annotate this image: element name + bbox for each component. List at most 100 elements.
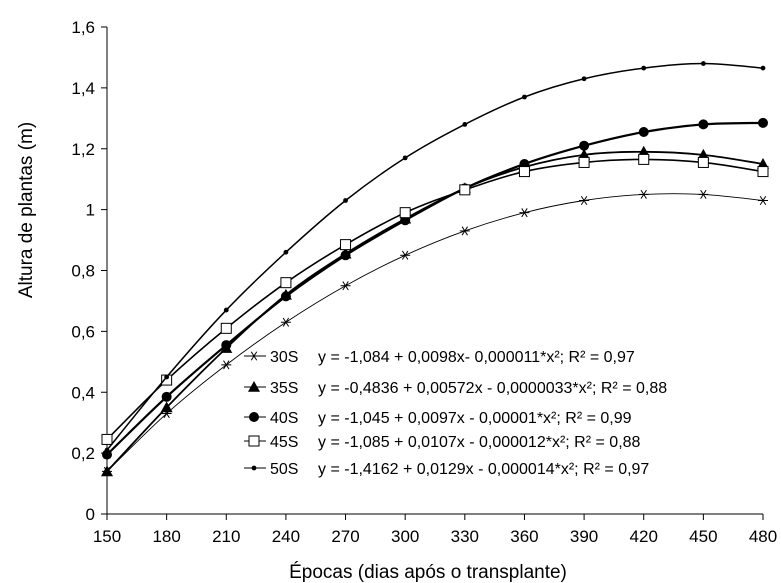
data-point	[101, 433, 113, 445]
legend: 30S y = -1,084 + 0,0098x- 0,000011*x²; R²…	[244, 349, 667, 478]
data-point	[160, 401, 173, 413]
data-point	[343, 198, 348, 203]
x-tick-label: 180	[152, 527, 180, 546]
legend-equation: y = -1,045 + 0,0097x - 0,00001*x²; R² = …	[318, 410, 632, 427]
data-point	[102, 449, 112, 460]
data-point	[101, 465, 113, 477]
x-tick-label: 420	[630, 527, 658, 546]
legend-label: 45S	[270, 434, 298, 451]
data-point	[522, 94, 527, 100]
data-point	[638, 127, 649, 138]
data-point	[280, 317, 291, 327]
series-30S	[102, 189, 768, 476]
data-point	[280, 291, 291, 302]
x-tick-label: 450	[689, 527, 717, 546]
data-point	[637, 145, 650, 157]
legend-equation: y = -1,4162 + 0,0129x - 0,000014*x²; R² …	[318, 461, 649, 478]
x-axis-title: Épocas (dias após o transplante)	[289, 562, 567, 583]
data-point	[340, 250, 351, 261]
data-point	[164, 374, 170, 380]
data-point	[700, 61, 706, 66]
data-point	[459, 226, 470, 236]
legend-label: 40S	[270, 410, 298, 427]
data-point	[757, 166, 769, 178]
legend-entry: 35S y = -0,4836 + 0,00572x - 0,0000033*x²…	[244, 380, 667, 397]
data-point	[578, 156, 590, 168]
legend-marker	[251, 465, 257, 471]
x-tick-label: 210	[212, 527, 240, 546]
data-point	[697, 148, 710, 160]
data-point	[220, 322, 232, 334]
data-point	[758, 117, 768, 128]
legend-marker	[249, 351, 259, 361]
data-point	[340, 281, 351, 291]
data-point	[400, 250, 411, 260]
legend-marker	[248, 435, 260, 447]
data-point	[698, 189, 709, 199]
x-tick-label: 270	[331, 527, 359, 546]
data-point	[638, 153, 650, 165]
y-tick-label: 0,6	[71, 322, 95, 341]
x-tick-label: 390	[570, 527, 598, 546]
data-point	[698, 119, 709, 130]
y-tick-label: 0,8	[71, 262, 95, 281]
x-tick-label: 150	[93, 527, 121, 546]
x-tick-label: 240	[272, 527, 300, 546]
y-tick-label: 1,6	[71, 18, 95, 37]
data-point	[641, 65, 647, 71]
series-line	[106, 121, 764, 456]
legend-equation: y = -0,4836 + 0,00572x - 0,0000033*x²; R…	[318, 380, 667, 397]
series-line	[106, 158, 764, 440]
legend-entry: 50S y = -1,4162 + 0,0129x - 0,000014*x²; …	[244, 461, 649, 478]
data-point	[221, 360, 232, 370]
data-point	[579, 195, 590, 206]
data-point	[104, 447, 110, 453]
data-point	[280, 277, 292, 289]
x-tick-label: 360	[510, 527, 538, 546]
data-point	[161, 391, 172, 402]
y-tick-label: 1,4	[71, 79, 95, 98]
series-40S	[102, 117, 768, 460]
data-point	[578, 148, 591, 160]
data-point	[399, 207, 411, 219]
data-point	[518, 166, 530, 178]
legend-marker	[249, 412, 259, 422]
legend-equation: y = -1,084 + 0,0098x- 0,000011*x²; R² = …	[318, 349, 635, 366]
legend-entry: 45S y = -1,085 + 0,0107x - 0,000012*x²; R…	[244, 434, 641, 451]
x-tick-label: 480	[749, 527, 777, 546]
data-point	[581, 76, 587, 82]
data-point	[221, 340, 232, 351]
series-layer	[101, 61, 769, 477]
legend-marker	[248, 381, 260, 392]
series-45S	[101, 153, 769, 445]
data-point	[223, 307, 229, 313]
data-point	[579, 140, 590, 151]
data-point	[519, 208, 530, 218]
data-point	[638, 189, 649, 199]
y-tick-label: 0	[86, 505, 95, 524]
data-point	[758, 195, 768, 206]
data-point	[283, 249, 289, 255]
data-point	[462, 122, 468, 127]
y-tick-label: 1,2	[71, 140, 95, 159]
legend-entry: 30S y = -1,084 + 0,0098x- 0,000011*x²; R²…	[244, 349, 635, 366]
legend-label: 50S	[270, 461, 298, 478]
x-tick-label: 300	[391, 527, 419, 546]
legend-label: 30S	[270, 349, 298, 366]
legend-entry: 40S y = -1,045 + 0,0097x - 0,00001*x²; R²…	[244, 410, 632, 427]
legend-label: 35S	[270, 380, 298, 397]
y-axis-title: Altura de plantas (m)	[16, 122, 37, 298]
legend-equation: y = -1,085 + 0,0107x - 0,000012*x²; R² =…	[318, 434, 641, 451]
data-point	[402, 155, 408, 161]
axes: 0 0,2 0,4 0,6 0,8 1 1,2 1,4 1,6 150 180 210 240 270 30…	[71, 18, 777, 546]
series-50S	[104, 61, 766, 453]
y-tick-label: 0,2	[71, 444, 95, 463]
data-point	[459, 184, 471, 196]
data-point	[697, 156, 709, 168]
data-point	[757, 157, 769, 169]
y-tick-label: 1	[86, 201, 95, 220]
y-tick-label: 0,4	[71, 383, 95, 402]
data-point	[760, 65, 766, 71]
x-tick-label: 330	[451, 527, 479, 546]
